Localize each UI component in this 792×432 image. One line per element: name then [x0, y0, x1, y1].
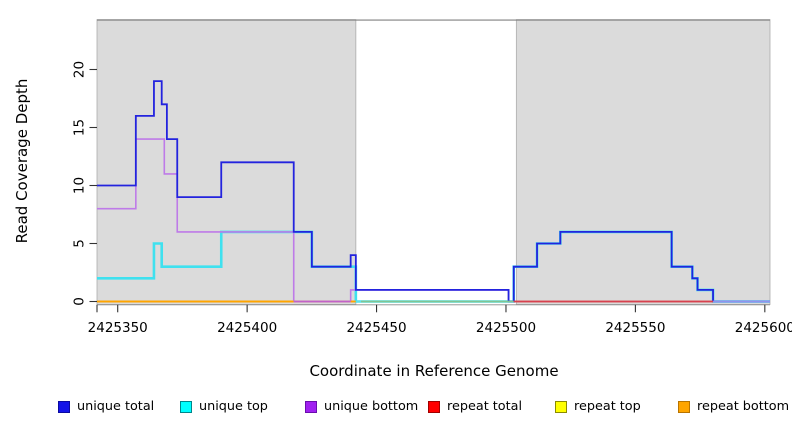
y-axis-title: Read Coverage Depth [13, 78, 31, 244]
y-tick-label: 0 [72, 297, 88, 306]
y-tick-label: 10 [72, 177, 88, 194]
legend-swatch [180, 401, 192, 413]
x-tick-label: 2425350 [88, 320, 148, 336]
x-tick-label: 2425450 [346, 320, 406, 336]
y-tick-label: 5 [72, 239, 88, 248]
legend-swatch [305, 401, 317, 413]
legend-swatch [555, 401, 567, 413]
legend: unique total unique top unique bottom repea… [0, 398, 792, 422]
series-unique-total [97, 80, 770, 303]
legend-label: repeat top [574, 399, 641, 414]
x-tick-label: 2425400 [217, 320, 277, 336]
legend-label: repeat total [447, 399, 523, 414]
legend-label: unique total [77, 399, 155, 414]
legend-swatch [428, 401, 440, 413]
legend-swatch [678, 401, 690, 413]
legend-label: unique bottom [324, 399, 419, 414]
legend-label: repeat bottom [697, 399, 790, 414]
x-axis-title: Coordinate in Reference Genome [309, 362, 559, 380]
y-tick-label: 20 [72, 61, 88, 78]
x-tick-label: 2425550 [605, 320, 665, 336]
background-band [515, 19, 771, 305]
x-tick-label: 2425500 [476, 320, 536, 336]
x-tick-label: 2425600 [735, 320, 792, 336]
y-tick-label: 15 [72, 119, 88, 136]
legend-label: unique top [199, 399, 268, 414]
legend-swatch [58, 401, 70, 413]
